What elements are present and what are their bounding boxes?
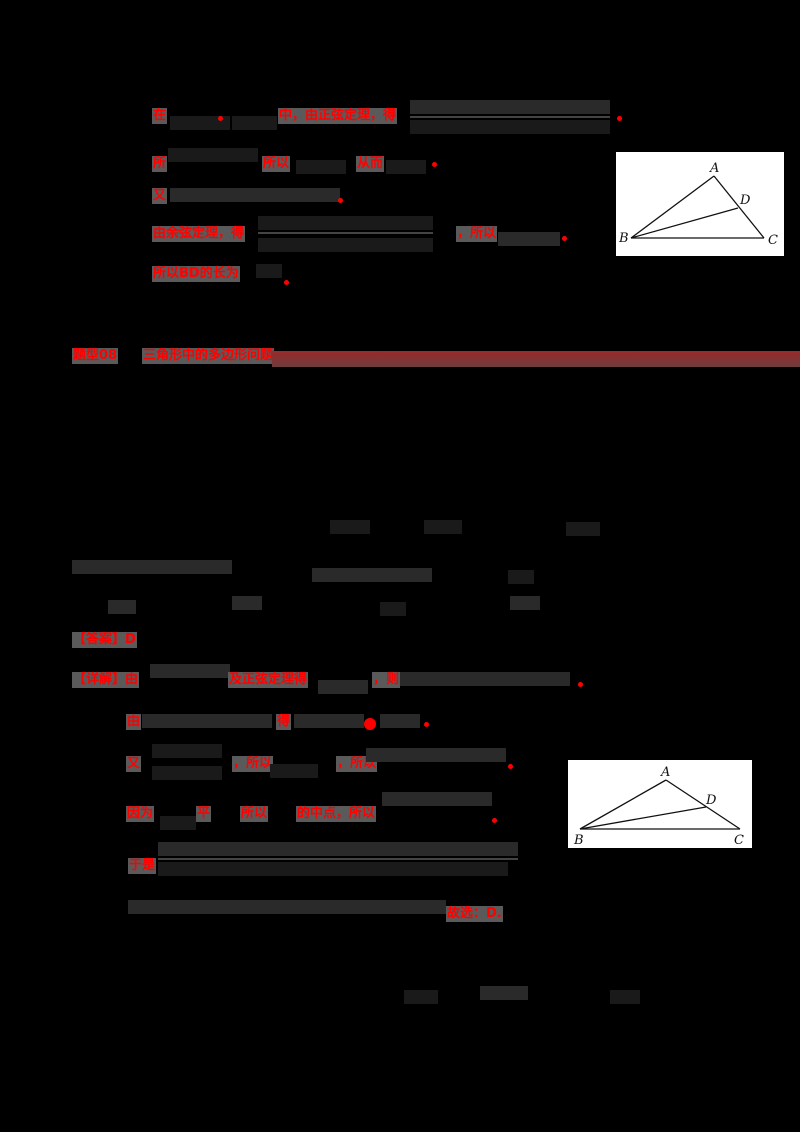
conclusion-label: 故选：D.: [446, 906, 503, 922]
vertex-label: A: [660, 765, 670, 780]
option-b: [232, 596, 262, 610]
line-label: 由余弦定理，得: [152, 226, 246, 242]
punctuation: [218, 116, 223, 121]
math-expression: [170, 116, 230, 130]
vertex-label: C: [734, 833, 744, 848]
line-label: 所: [152, 156, 168, 172]
problem-text: [72, 560, 232, 574]
vertex-label: A: [709, 161, 719, 176]
math-expression: [296, 160, 346, 174]
section-title: 三角形中的多边形问题: [142, 348, 275, 364]
section-number: 题型08: [72, 348, 119, 364]
problem-text: [404, 990, 438, 1004]
punctuation: [432, 162, 437, 167]
triangle-diagram: A B C D: [618, 161, 778, 248]
math-expression: [400, 672, 570, 686]
line-label: 平: [196, 806, 212, 822]
option-c: [380, 602, 406, 616]
punctuation: [338, 198, 343, 203]
math-denominators: [158, 862, 508, 876]
punctuation: [562, 236, 567, 241]
vertex-label: D: [705, 793, 717, 808]
line-label: 又: [152, 188, 168, 204]
marker: [364, 718, 376, 730]
option-text: [424, 520, 462, 534]
option-text: [330, 520, 370, 534]
math-expression: [232, 116, 277, 130]
math-expression: [170, 188, 340, 202]
line-label: 所以: [240, 806, 269, 822]
punctuation: [284, 280, 289, 285]
fraction-bar: [410, 116, 610, 118]
math-result: [256, 264, 282, 278]
line-label: 于是: [128, 858, 157, 874]
math-expression: [270, 764, 318, 778]
line-label: 中，由正弦定理，得: [278, 108, 398, 124]
answer-label: 【答案】D: [72, 632, 137, 648]
line-label: 从而: [356, 156, 385, 172]
math-expression: [366, 748, 506, 762]
vertex-label: C: [768, 233, 778, 248]
fraction-denominator: [258, 238, 433, 252]
math-cases: [152, 744, 222, 758]
option-a: [108, 600, 136, 614]
math-cases: [152, 766, 222, 780]
math-expression: [382, 792, 492, 806]
line-label: 所以BD的长为: [152, 266, 240, 282]
fraction-bar: [158, 858, 518, 860]
line-label: 因为: [126, 806, 155, 822]
punctuation: [492, 818, 497, 823]
problem-text: [610, 990, 640, 1004]
line-label: 的中点，所以: [296, 806, 377, 822]
triangle-diagram: A B C D: [573, 765, 744, 848]
triangle-figure: A B C D: [568, 760, 752, 848]
punctuation: [617, 116, 622, 121]
problem-text: [480, 986, 528, 1000]
math-expression: [128, 900, 446, 914]
fraction-bar: [258, 232, 433, 234]
line-label: 所以: [262, 156, 291, 172]
line-label: 又: [126, 756, 142, 772]
line-label: ，则: [372, 672, 401, 688]
math-expression: [498, 232, 560, 246]
math-expression: [168, 148, 258, 162]
fraction-denominators: [410, 120, 610, 134]
problem-text: [508, 570, 534, 584]
punctuation: [424, 722, 429, 727]
analysis-label: 【详解】由: [72, 672, 140, 688]
line-label: 得: [276, 714, 292, 730]
math-expression: [150, 664, 230, 678]
math-numerators: [158, 842, 518, 856]
math-expression: [318, 680, 368, 694]
line-label: ，所以: [232, 756, 274, 772]
option-text: [566, 522, 600, 536]
punctuation: [578, 682, 583, 687]
fraction-numerators: [410, 100, 610, 114]
vertex-label: B: [618, 231, 629, 246]
line-label: 由: [126, 714, 142, 730]
line-label: 在: [152, 108, 168, 124]
option-d: [510, 596, 540, 610]
fraction-numerator: [258, 216, 433, 230]
problem-text: [312, 568, 432, 582]
line-label: ，所以: [456, 226, 498, 242]
math-expression: [160, 816, 196, 830]
vertex-label: D: [739, 193, 751, 208]
section-band: [272, 351, 800, 367]
punctuation: [508, 764, 513, 769]
math-expression: [386, 160, 426, 174]
math-expression: [294, 714, 364, 728]
math-expression: [380, 714, 420, 728]
line-label: 及正弦定理得: [228, 672, 309, 688]
vertex-label: B: [573, 833, 584, 848]
triangle-figure: A B C D: [616, 152, 784, 256]
math-expression: [142, 714, 272, 728]
